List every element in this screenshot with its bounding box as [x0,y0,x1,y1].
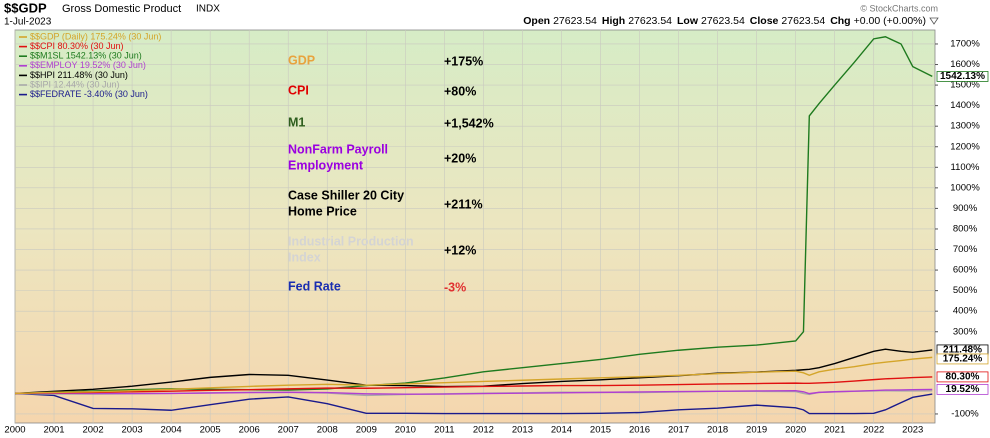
annotation-change: -3% [444,280,466,294]
annotation-change: +80% [444,84,476,98]
quote-value: 27623.54 [553,15,597,27]
y-tick-label: 1100% [951,162,980,173]
x-tick-label: 2021 [824,425,845,436]
x-tick-label: 2001 [43,425,64,436]
y-tick-label: 900% [953,203,978,214]
annotation-label: Employment [288,158,364,172]
y-tick-label: 1400% [950,100,980,111]
quote-label: Chg [830,15,850,27]
x-tick-label: 2007 [278,425,299,436]
x-tick-label: 2010 [395,425,416,436]
quote-label: Low [677,15,699,27]
series-line [14,36,933,395]
quote-value: 27623.54 [781,15,825,27]
y-tick-label: 1000% [950,182,980,193]
y-tick-label: 400% [953,306,978,317]
description: Gross Domestic Product [62,3,181,15]
annotation-change: +211% [444,197,483,211]
legend-label: $$CPI 80.30% (30 Jun) [30,41,124,51]
x-tick-label: 2000 [4,425,25,436]
quote-value: 27623.54 [628,15,672,27]
x-tick-label: 2003 [122,425,143,436]
y-tick-label: 500% [953,285,978,296]
end-label: 1542.13% [940,71,985,82]
annotation-label: Fed Rate [288,279,341,293]
x-tick-label: 2019 [746,425,767,436]
annotation-label: Index [288,250,321,264]
symbol: $$GDP [4,0,47,15]
x-tick-label: 2017 [668,425,689,436]
y-tick-label: 1500% [950,80,980,91]
x-tick-label: 2005 [200,425,221,436]
series-line [14,392,933,415]
end-label: 19.52% [946,384,980,395]
y-tick-label: 600% [953,265,978,276]
x-tick-label: 2015 [590,425,611,436]
y-tick-label: 1200% [950,141,980,152]
credit: © StockCharts.com [860,3,938,13]
y-tick-label: -100% [951,408,979,419]
quote-label: High [602,15,625,27]
quote: Open 27623.54 High 27623.54 Low 27623.54 Close… [523,15,926,27]
x-tick-label: 2002 [82,425,103,436]
annotation-change: +175% [444,54,483,68]
annotation-label: Home Price [288,204,357,218]
end-label-box [936,71,989,82]
series-line [14,356,933,395]
plot-area [14,29,936,424]
annotation-label: GDP [288,53,315,67]
date: 1-Jul-2023 [4,17,52,28]
annotation-label: M1 [288,115,305,129]
legend-label: $$HPI 211.48% (30 Jun) [30,70,128,80]
end-label-box [936,371,989,383]
y-tick-label: 1300% [950,121,980,132]
x-tick-label: 2016 [629,425,650,436]
legend-label: $$IPI 12.44% (30 Jun) [30,79,120,89]
quote-label: Close [750,15,779,27]
legend-label: $$M1SL 1542.13% (30 Jun) [30,51,142,61]
annotation-label: NonFarm Payroll [288,142,388,156]
annotation-label: Industrial Production [288,234,414,248]
y-tick-label: 300% [953,326,978,337]
quote-value: 27623.54 [701,15,745,27]
x-tick-label: 2022 [863,425,884,436]
x-tick-label: 2018 [707,425,728,436]
y-tick-label: 1600% [950,59,980,70]
series-line [14,348,933,395]
x-tick-label: 2004 [161,425,182,436]
annotation-change: +12% [444,243,476,257]
end-label-box [936,353,989,365]
annotation-change: +1,542% [444,116,494,130]
x-tick-label: 2006 [239,425,260,436]
legend-label: $$FEDRATE -3.40% (30 Jun) [30,89,148,99]
end-label: 175.24% [943,354,983,365]
x-tick-label: 2009 [356,425,377,436]
annotation-label: CPI [288,83,309,97]
end-label: 211.48% [943,345,982,356]
x-tick-label: 2011 [434,425,454,436]
y-tick-label: 700% [953,244,978,255]
y-tick-label: 800% [953,223,978,234]
legend-label: $$EMPLOY 19.52% (30 Jun) [30,60,146,70]
chg-icon [929,17,939,25]
x-tick-label: 2014 [551,425,572,436]
x-tick-label: 2008 [317,425,338,436]
annotation-change: +20% [444,151,476,165]
quote-label: Open [523,15,550,27]
legend-label: $$GDP (Daily) 175.24% (30 Jun) [30,31,161,41]
x-tick-label: 2012 [473,425,494,436]
end-label: 80.30% [946,372,980,383]
series-line [14,388,933,395]
series-line [14,376,933,395]
x-tick-label: 2023 [902,425,923,436]
quote-value: +0.00 (+0.00%) [854,15,926,27]
exchange: INDX [196,4,220,15]
y-tick-label: 1700% [950,38,980,49]
x-tick-label: 2020 [785,425,806,436]
x-tick-label: 2013 [512,425,533,436]
annotation-label: Case Shiller 20 City [288,188,404,202]
end-label-box [936,383,989,395]
